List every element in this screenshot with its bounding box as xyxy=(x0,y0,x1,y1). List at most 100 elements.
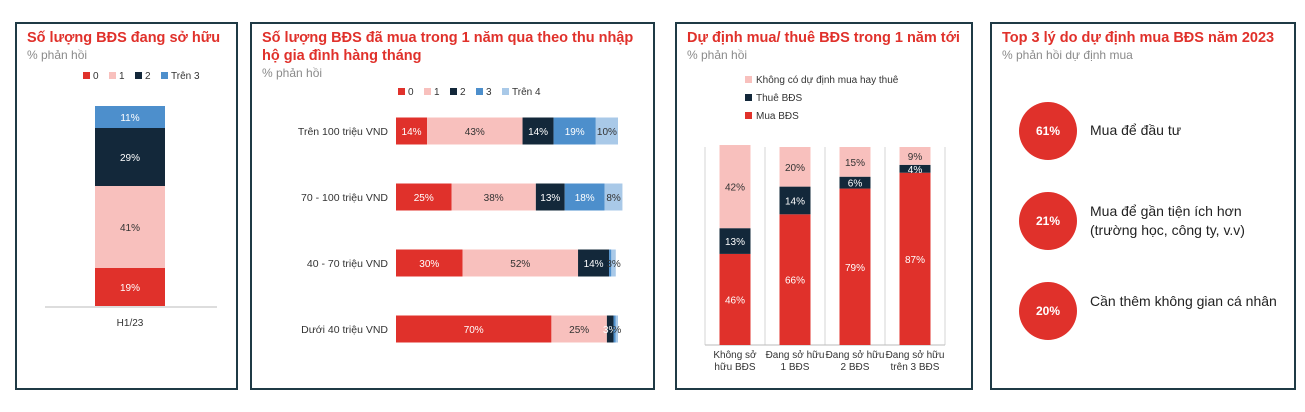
bar-segment-tr-n-3 xyxy=(95,106,165,128)
legend-label-3: 3 xyxy=(486,87,492,98)
data-label-row3-2: 3% xyxy=(603,325,618,336)
reason-2-circle: 21% xyxy=(1019,192,1077,250)
panel-plan-buy-rent: Dự định mua/ thuê BĐS trong 1 năm tới % … xyxy=(675,22,973,390)
data-label-row0-0: 14% xyxy=(402,127,422,138)
legend-label-1: 1 xyxy=(119,71,125,82)
panel-subtitle: % phản hồi xyxy=(262,66,323,80)
bar-segment-row0-0 xyxy=(396,117,428,145)
bar-segment-row2-0 xyxy=(396,249,463,277)
bar-segment-col1-kh-ng-c-d-nh-mua-hay-thu xyxy=(779,147,811,187)
bar-segment-col2-kh-ng-c-d-nh-mua-hay-thu xyxy=(839,147,871,177)
reason-3-label: Cần thêm không gian cá nhân xyxy=(1090,293,1277,309)
x-tick-label-1-line0: Đang sở hữu xyxy=(766,349,825,361)
bar-segment-col3-thu-b-s xyxy=(899,164,931,173)
data-label-row3-0: 70% xyxy=(464,325,484,336)
data-label-0: 19% xyxy=(120,283,140,294)
data-label-col3-kh-ng-c-d-nh-mua-hay-thu: 9% xyxy=(908,152,923,163)
legend-label-3: Trên 3 xyxy=(171,71,200,82)
data-label-col3-mua-b-s: 87% xyxy=(905,255,925,266)
legend-label-kh-ng-c-d-nh-mua-hay-thu: Không có dự định mua hay thuê xyxy=(756,75,899,86)
data-label-col3-thu-b-s: 4% xyxy=(908,165,923,176)
data-label-col2-kh-ng-c-d-nh-mua-hay-thu: 15% xyxy=(845,158,865,169)
bar-segment-col0-thu-b-s xyxy=(719,228,751,254)
legend-swatch-3 xyxy=(161,72,168,79)
bar-segment-col0-kh-ng-c-d-nh-mua-hay-thu xyxy=(719,145,751,229)
bar-segment-row3-tr-n-4 xyxy=(615,315,618,343)
legend-label-2: 2 xyxy=(460,87,466,98)
data-label-row3-1: 25% xyxy=(569,325,589,336)
x-tick-label-3-line0: Đang sở hữu xyxy=(886,349,945,361)
bar-segment-col2-thu-b-s xyxy=(839,176,871,189)
y-tick-label-3: Dưới 40 triệu VND xyxy=(301,324,388,336)
data-label-col0-mua-b-s: 46% xyxy=(725,295,745,306)
bar-segment-col3-kh-ng-c-d-nh-mua-hay-thu xyxy=(899,147,931,165)
panel-subtitle: % phản hồi xyxy=(27,48,88,62)
x-tick-label-0-line1: hữu BĐS xyxy=(714,362,755,373)
bar-segment-row2-1 xyxy=(462,249,579,277)
x-tick-label-3-line1: trên 3 BĐS xyxy=(891,362,940,373)
bar-segment-row1-3 xyxy=(564,183,605,211)
bar-segment-row1-1 xyxy=(451,183,536,211)
bar-segment-row1-2 xyxy=(535,183,565,211)
bar-segment-col3-mua-b-s xyxy=(899,172,931,345)
data-label-col1-thu-b-s: 14% xyxy=(785,196,805,207)
legend-swatch-thu-b-s xyxy=(745,94,752,101)
x-tick-label-1-line1: 1 BĐS xyxy=(781,362,810,373)
bar-segment-col1-thu-b-s xyxy=(779,186,811,215)
x-tick-label-0-line0: Không sở xyxy=(713,349,757,361)
bar-segment-row0-tr-n-4 xyxy=(595,117,618,145)
data-label-tr-n-3: 11% xyxy=(120,113,139,124)
bar-segment-col0-mua-b-s xyxy=(719,253,751,345)
legend-swatch-mua-b-s xyxy=(745,112,752,119)
bar-segment-row3-1 xyxy=(551,315,607,343)
legend-label-0: 0 xyxy=(408,87,414,98)
bar-segment-row2-tr-n-4 xyxy=(611,249,616,277)
bar-segment-row1-tr-n-4 xyxy=(604,183,623,211)
panel-title: Số lượng BĐS đã mua trong 1 năm qua theo… xyxy=(262,30,634,64)
bar-segment-row0-3 xyxy=(553,117,596,145)
reason-2-label: Mua để gần tiện ích hơn (trường học, côn… xyxy=(1090,203,1245,238)
data-label-row1-0: 25% xyxy=(414,193,434,204)
panel-title: Top 3 lý do dự định mua BĐS năm 2023 xyxy=(1002,30,1275,46)
legend-label-1: 1 xyxy=(434,87,440,98)
bar-segment-row1-0 xyxy=(396,183,452,211)
data-label-row0-tr-n-4: 10% xyxy=(597,127,617,138)
y-tick-label-0: Trên 100 triệu VND xyxy=(298,126,388,138)
data-label-col0-thu-b-s: 13% xyxy=(725,237,745,248)
data-label-row1-1: 38% xyxy=(484,193,504,204)
legend-swatch-3 xyxy=(476,88,483,95)
data-label-col2-mua-b-s: 79% xyxy=(845,263,865,274)
legend-label-0: 0 xyxy=(93,71,99,82)
panel-top-reasons: Top 3 lý do dự định mua BĐS năm 2023 % p… xyxy=(990,22,1296,390)
chart-plan-buy-rent: Không có dự định mua hay thuê Thuê BĐS Mua… xyxy=(704,75,946,373)
legend-swatch-2 xyxy=(450,88,457,95)
panel-bds-bought-by-income: Số lượng BĐS đã mua trong 1 năm qua theo… xyxy=(250,22,655,390)
data-label-row3-tr-n-4: % xyxy=(612,325,621,336)
data-label-row0-1: 43% xyxy=(465,127,485,138)
legend-swatch-kh-ng-c-d-nh-mua-hay-thu xyxy=(745,76,752,83)
legend-label-2: 2 xyxy=(145,71,151,82)
reason-1-circle: 61% xyxy=(1019,102,1077,160)
legend-swatch-0 xyxy=(83,72,90,79)
bar-segment-row3-3 xyxy=(613,315,616,343)
bar-segment-row0-1 xyxy=(427,117,523,145)
data-label-row1-2: 13% xyxy=(540,193,560,204)
legend-label-4: Trên 4 xyxy=(512,87,541,98)
legend-swatch-1 xyxy=(424,88,431,95)
data-label-row2-1: 52% xyxy=(510,259,530,270)
legend-swatch-1 xyxy=(109,72,116,79)
legend-swatch-0 xyxy=(398,88,405,95)
bar-segment-row2-2 xyxy=(578,249,610,277)
legend-swatch-2 xyxy=(135,72,142,79)
panel-title: Dự định mua/ thuê BĐS trong 1 năm tới xyxy=(687,30,960,46)
data-label-col2-thu-b-s: 6% xyxy=(848,179,863,190)
bar-segment-2 xyxy=(95,128,165,186)
data-label-col1-kh-ng-c-d-nh-mua-hay-thu: 20% xyxy=(785,163,805,174)
bar-segment-col2-mua-b-s xyxy=(839,188,871,345)
panel-bds-owned: Số lượng BĐS đang sở hữu % phản hồi 0 1 2 T… xyxy=(15,22,238,390)
data-label-1: 41% xyxy=(120,223,140,234)
data-label-row2-tr-n-4: 3% xyxy=(606,259,621,270)
panel-title: Số lượng BĐS đang sở hữu xyxy=(27,30,221,46)
bar-segment-row3-0 xyxy=(396,315,552,343)
chart-bds-owned: 0 1 2 Trên 3 19% 41% 29% 11% H1/23 xyxy=(45,71,217,329)
